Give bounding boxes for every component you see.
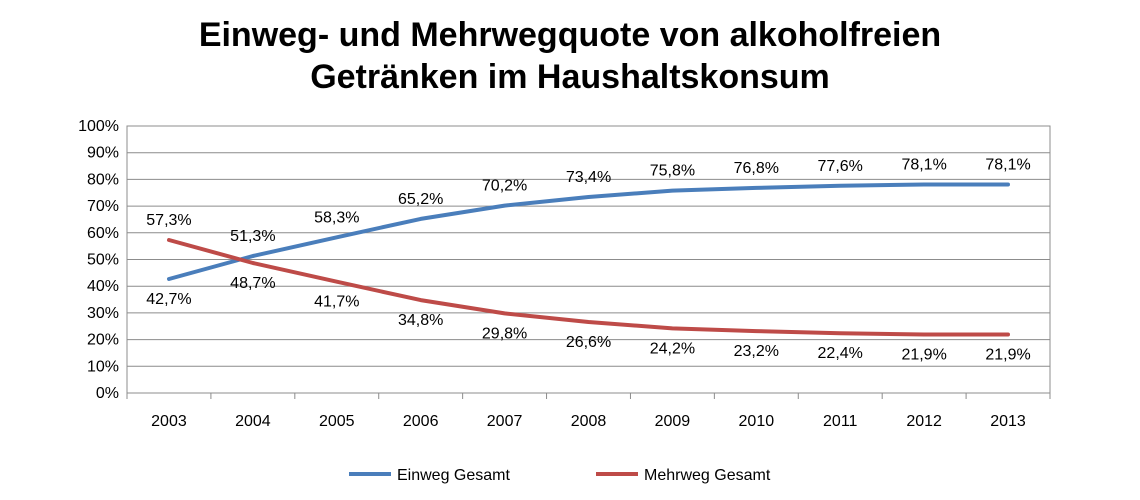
x-axis: 2003 2004 2005 2006 2007 2008 2009 2010 2011 2012… <box>126 393 1051 430</box>
data-label: 70,2% <box>482 178 527 195</box>
series-line-mehrweg <box>167 238 1010 337</box>
x-tick-label: 2013 <box>990 413 1026 430</box>
y-tick-label: 20% <box>87 332 119 349</box>
chart-title-line-2: Getränken im Haushaltskonsum <box>310 58 830 96</box>
x-tick-label: 2004 <box>235 413 271 430</box>
legend-item: Einweg Gesamt <box>349 467 510 484</box>
data-label: 51,3% <box>230 228 275 245</box>
y-tick-label: 50% <box>87 252 119 269</box>
data-label: 78,1% <box>985 156 1030 173</box>
data-label: 73,4% <box>566 169 611 186</box>
data-label: 24,2% <box>650 340 695 357</box>
data-label: 57,3% <box>146 212 191 229</box>
x-tick-label: 2011 <box>823 413 858 430</box>
data-label: 75,8% <box>650 163 695 180</box>
data-label: 21,9% <box>901 347 946 364</box>
plot-border <box>126 125 1051 394</box>
series-layer <box>167 182 1010 337</box>
y-tick-label: 60% <box>87 225 119 242</box>
x-tick-label: 2006 <box>403 413 439 430</box>
data-label: 29,8% <box>482 325 527 342</box>
y-tick-label: 10% <box>87 358 119 375</box>
legend-label: Einweg Gesamt <box>397 467 510 484</box>
legend: Einweg Gesamt Mehrweg Gesamt <box>349 467 771 484</box>
data-label: 58,3% <box>314 209 359 226</box>
data-label: 48,7% <box>230 275 275 292</box>
data-label: 77,6% <box>818 158 863 175</box>
data-label: 76,8% <box>734 160 779 177</box>
legend-item: Mehrweg Gesamt <box>596 467 771 484</box>
x-tick-label: 2010 <box>739 413 775 430</box>
chart-title-line-1: Einweg- und Mehrwegquote von alkoholfrei… <box>199 16 941 54</box>
series-line-einweg <box>167 182 1010 281</box>
y-tick-label: 100% <box>78 118 119 135</box>
legend-label: Mehrweg Gesamt <box>644 467 771 484</box>
data-label: 78,1% <box>901 156 946 173</box>
data-label: 34,8% <box>398 312 443 329</box>
x-tick-label: 2007 <box>487 413 523 430</box>
x-tick-label: 2005 <box>319 413 355 430</box>
data-label: 22,4% <box>818 345 863 362</box>
y-tick-label: 80% <box>87 171 119 188</box>
data-label: 42,7% <box>146 291 191 308</box>
x-tick-label: 2012 <box>906 413 942 430</box>
data-label: 26,6% <box>566 334 611 351</box>
x-tick-label: 2008 <box>571 413 607 430</box>
y-tick-label: 70% <box>87 198 119 215</box>
plot-area <box>126 125 1051 394</box>
data-label: 21,9% <box>985 347 1030 364</box>
y-axis: 0% 10% 20% 30% 40% 50% 60% 70% 80% 90% 100% <box>78 118 119 402</box>
data-label: 65,2% <box>398 191 443 208</box>
y-tick-label: 0% <box>96 385 119 402</box>
y-tick-label: 40% <box>87 278 119 295</box>
data-label: 41,7% <box>314 294 359 311</box>
data-labels: 42,7% 51,3% 58,3% 65,2% 70,2% 73,4% 75,8% 76,8%… <box>146 156 1030 363</box>
data-label: 23,2% <box>734 343 779 360</box>
y-tick-label: 30% <box>87 305 119 322</box>
x-tick-label: 2003 <box>151 413 187 430</box>
chart-title: Einweg- und Mehrwegquote von alkoholfrei… <box>199 16 941 96</box>
y-tick-label: 90% <box>87 145 119 162</box>
x-tick-label: 2009 <box>655 413 691 430</box>
